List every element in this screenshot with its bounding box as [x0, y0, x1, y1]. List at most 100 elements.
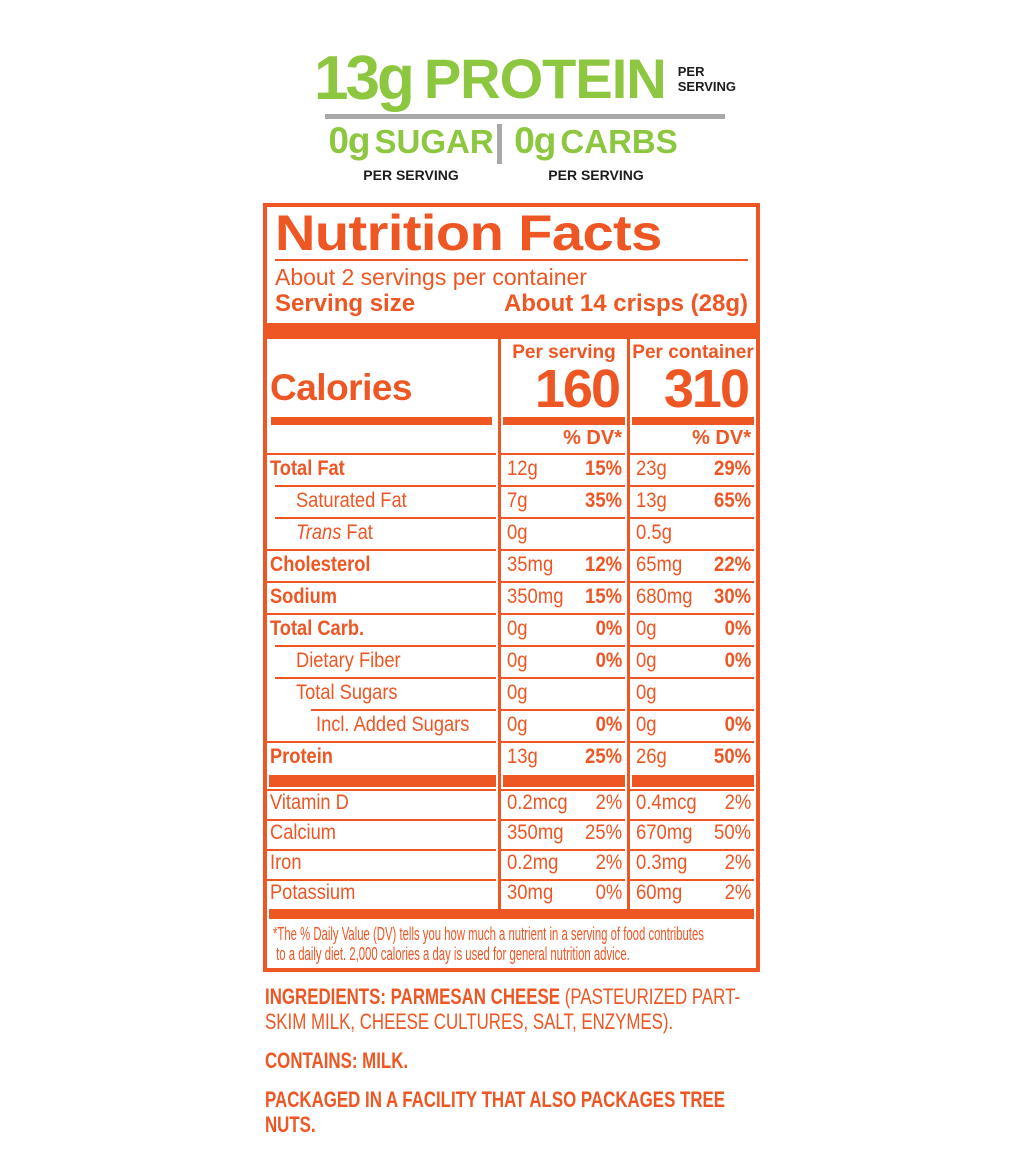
column-divider — [498, 453, 501, 485]
column-divider — [498, 677, 501, 709]
nutrient-row: Total Fat 12g 15% 23g 29% — [267, 453, 756, 485]
column-divider — [498, 549, 501, 581]
column-divider — [627, 789, 630, 819]
sugar-per-serving: PER SERVING — [363, 167, 459, 183]
row-separator — [630, 581, 754, 583]
amount: 0g — [507, 521, 528, 544]
amount: 13g — [507, 745, 538, 768]
column-divider — [627, 773, 630, 789]
column-divider — [627, 849, 630, 879]
nutrient-row: Cholesterol 35mg 12% 65mg 22% — [267, 549, 756, 581]
nutrient-row: Iron 0.2mg 2% 0.3mg 2% — [267, 849, 756, 879]
column-divider — [627, 581, 630, 613]
nutrient-row: Sodium 350mg 15% 680mg 30% — [267, 581, 756, 613]
row-separator — [630, 789, 754, 791]
claims-banner: 13g PROTEIN PER SERVING 0g SUGAR PER SERV… — [314, 48, 736, 184]
row-separator — [267, 849, 496, 851]
ingredients-statement: INGREDIENTS: PARMESAN CHEESE (PASTEURIZE… — [265, 984, 748, 1034]
amount: 30mg — [507, 881, 554, 904]
protein-per-serving: PER SERVING — [677, 64, 737, 94]
row-separator — [630, 485, 754, 487]
column-divider — [627, 453, 630, 485]
ingredients-lead: INGREDIENTS: PARMESAN CHEESE — [265, 984, 561, 1009]
nutrient-label: Saturated Fat — [296, 489, 407, 512]
row-separator — [501, 879, 625, 881]
column-divider — [498, 819, 501, 849]
protein-amount: 13g — [313, 44, 415, 113]
carbs-amount: 0g — [514, 120, 556, 161]
amount: 26g — [636, 745, 667, 768]
nutrient-row: Potassium 30mg 0% 60mg 2% — [267, 879, 756, 909]
nutrient-label: Incl. Added Sugars — [316, 713, 470, 736]
nutrient-row: Total Carb. 0g 0% 0g 0% — [267, 613, 756, 645]
nutrient-label: Trans Fat — [296, 521, 373, 544]
row-separator — [501, 789, 625, 791]
column-divider — [498, 709, 501, 741]
dv-footnote: *The % Daily Value (DV) tells you how mu… — [273, 924, 704, 964]
amount: 0.2mg — [507, 851, 559, 874]
row-separator — [630, 849, 754, 851]
nutrition-facts-panel: Nutrition Facts About 2 servings per con… — [263, 203, 760, 972]
daily-value-percent: 2% — [724, 881, 751, 904]
thick-bar-bottom — [269, 909, 754, 919]
nutrient-row: Vitamin D 0.2mcg 2% 0.4mcg 2% — [267, 789, 756, 819]
row-separator — [630, 453, 754, 455]
amount: 13g — [636, 489, 667, 512]
calories-per-container-cell: Per container 310 — [630, 339, 756, 417]
nutrient-label: Sodium — [270, 585, 337, 608]
row-separator — [501, 581, 625, 583]
daily-value-percent: 0% — [724, 617, 751, 640]
daily-value-percent: 0% — [595, 649, 622, 672]
carbs-claim: 0g CARBS PER SERVING — [502, 122, 690, 183]
row-separator — [267, 453, 496, 455]
nutrient-label: Total Fat — [270, 457, 345, 480]
claims-vertical-divider — [497, 124, 502, 164]
dv-header: % DV* — [692, 427, 751, 449]
column-divider — [498, 773, 501, 789]
row-separator — [267, 549, 496, 551]
column-divider — [498, 879, 501, 909]
column-divider — [498, 613, 501, 645]
daily-value-percent: 2% — [724, 791, 751, 814]
daily-value-percent: 0% — [724, 649, 751, 672]
nutrient-label: Total Carb. — [270, 617, 365, 640]
row-separator — [267, 613, 496, 615]
row-separator — [501, 645, 625, 647]
column-divider — [627, 339, 630, 417]
row-separator — [630, 613, 754, 615]
row-separator — [311, 709, 496, 711]
nutrient-row: Trans Fat 0g 0.5g — [267, 517, 756, 549]
calories-per-serving-value: 160 — [534, 359, 621, 419]
thick-bar-segment — [269, 775, 496, 787]
row-separator — [501, 819, 625, 821]
contains-statement: CONTAINS: MILK. — [265, 1048, 409, 1073]
row-separator — [501, 849, 625, 851]
calories-row: Calories Per serving 160 Per container 3… — [267, 339, 756, 417]
thick-bar-mid-row — [267, 773, 756, 789]
amount: 350mg — [507, 821, 564, 844]
daily-value-percent: 50% — [714, 745, 751, 768]
calories-per-serving-cell: Per serving 160 — [501, 339, 627, 417]
row-separator — [267, 789, 496, 791]
amount: 0.3mg — [636, 851, 688, 874]
column-divider — [498, 741, 501, 773]
daily-value-percent: 0% — [595, 881, 622, 904]
row-separator — [630, 677, 754, 679]
row-separator — [630, 741, 754, 743]
amount: 680mg — [636, 585, 693, 608]
nutrient-row: Calcium 350mg 25% 670mg 50% — [267, 819, 756, 849]
daily-value-percent: 25% — [585, 821, 622, 844]
nutrient-label: Dietary Fiber — [296, 649, 401, 672]
medium-bar — [632, 417, 754, 425]
daily-value-percent: 0% — [595, 713, 622, 736]
amount: 0.4mcg — [636, 791, 697, 814]
amount: 350mg — [507, 585, 564, 608]
column-divider — [627, 549, 630, 581]
row-separator — [501, 709, 625, 711]
amount: 0g — [507, 617, 528, 640]
nutrient-label: Cholesterol — [270, 553, 371, 576]
nutrient-label: Iron — [270, 851, 302, 874]
daily-value-percent: 12% — [585, 553, 622, 576]
column-divider — [627, 819, 630, 849]
